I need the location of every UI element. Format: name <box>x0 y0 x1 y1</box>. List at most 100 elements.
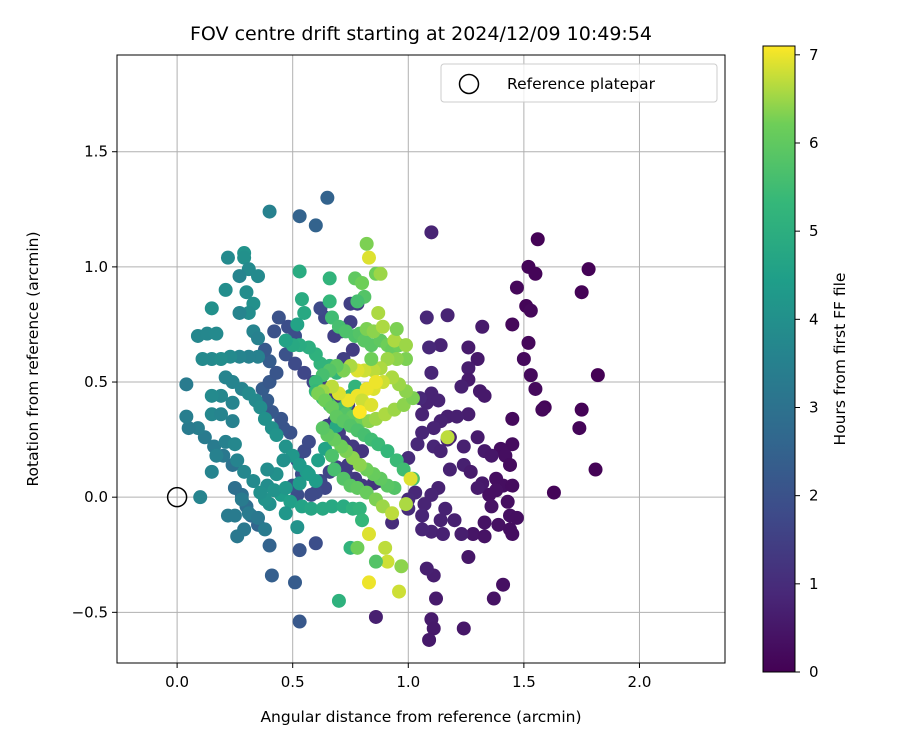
data-point <box>375 319 390 334</box>
colorbar-tick-label: 4 <box>809 310 819 328</box>
data-point <box>179 377 194 392</box>
data-point <box>345 342 360 357</box>
data-point <box>530 232 545 247</box>
data-point <box>380 554 395 569</box>
data-point <box>535 402 550 417</box>
data-point <box>214 407 229 422</box>
data-point <box>181 421 196 436</box>
colorbar-tick-label: 1 <box>809 575 819 593</box>
x-axis-ticks: 0.0 0.5 1.0 1.5 2.0 <box>165 663 651 691</box>
data-point <box>324 448 339 463</box>
data-point <box>433 444 448 459</box>
data-point <box>456 621 471 636</box>
data-point <box>297 365 312 380</box>
data-point <box>364 352 379 366</box>
x-tick-label: 1.0 <box>396 673 420 691</box>
data-point <box>262 538 277 553</box>
data-point <box>324 499 339 514</box>
data-point <box>308 536 323 551</box>
data-point <box>239 285 254 300</box>
data-point <box>387 333 402 348</box>
data-point <box>290 317 305 332</box>
data-point <box>523 368 538 383</box>
scatter-points <box>179 190 605 647</box>
data-point <box>193 490 208 505</box>
data-point <box>516 352 531 366</box>
grid-lines <box>117 55 725 663</box>
data-point <box>398 338 413 353</box>
data-point <box>394 559 409 574</box>
data-point <box>292 614 307 629</box>
data-point <box>581 262 596 277</box>
data-point <box>424 365 439 380</box>
data-point <box>283 494 298 509</box>
data-point <box>308 218 323 233</box>
data-point <box>246 474 261 489</box>
data-point <box>267 483 282 498</box>
colorbar-tick-label: 7 <box>809 46 819 64</box>
data-point <box>484 499 499 514</box>
data-point <box>227 508 242 523</box>
data-point <box>251 510 266 525</box>
data-point <box>509 280 524 295</box>
data-point <box>322 271 337 286</box>
data-point <box>262 204 277 219</box>
data-point <box>419 310 434 325</box>
data-point <box>415 407 430 422</box>
legend-box <box>440 63 718 103</box>
data-point <box>505 527 520 542</box>
data-point <box>301 467 316 482</box>
data-point <box>322 294 337 309</box>
data-point <box>574 285 589 300</box>
y-axis-label: Rotation from reference (arcmin) <box>24 231 42 486</box>
data-point <box>269 365 284 380</box>
data-point <box>352 404 367 419</box>
data-point <box>442 462 457 477</box>
data-point <box>385 506 400 521</box>
data-point <box>424 225 439 240</box>
data-point <box>220 250 235 265</box>
data-point <box>546 485 561 500</box>
data-point <box>304 487 319 502</box>
data-point <box>204 301 219 316</box>
data-point <box>234 492 249 507</box>
data-point <box>378 540 393 555</box>
data-point <box>440 430 455 445</box>
data-point <box>214 352 229 366</box>
data-point <box>232 269 247 284</box>
data-point <box>454 379 469 394</box>
data-point <box>521 335 536 350</box>
x-tick-label: 0.0 <box>165 673 189 691</box>
y-tick-label: −0.5 <box>72 603 108 621</box>
reference-point-marker <box>166 486 188 508</box>
data-point <box>227 437 242 452</box>
data-point <box>230 529 245 544</box>
data-point <box>267 324 282 339</box>
data-point <box>433 338 448 353</box>
data-point <box>426 421 441 436</box>
plot-area-frame <box>116 54 726 664</box>
data-point <box>290 520 305 535</box>
data-point <box>288 575 303 590</box>
colorbar-ticks: 0 1 2 3 4 5 6 7 <box>795 46 819 681</box>
data-point <box>253 485 268 500</box>
data-point <box>327 462 342 477</box>
data-point <box>422 340 437 355</box>
colorbar-tick-label: 6 <box>809 134 819 152</box>
data-point <box>269 428 284 442</box>
data-point <box>588 462 603 477</box>
data-point <box>431 393 446 408</box>
data-point <box>463 464 478 479</box>
data-point <box>225 414 240 429</box>
data-point <box>304 501 319 516</box>
data-point <box>253 400 268 415</box>
colorbar-label: Hours from first FF file <box>831 273 849 446</box>
data-point <box>509 510 524 525</box>
data-point <box>491 517 506 532</box>
colorbar-tick-label: 5 <box>809 222 819 240</box>
y-tick-label: 1.5 <box>84 143 108 161</box>
data-point <box>398 497 413 512</box>
data-point <box>429 591 444 606</box>
colorbar-gradient <box>762 45 796 673</box>
